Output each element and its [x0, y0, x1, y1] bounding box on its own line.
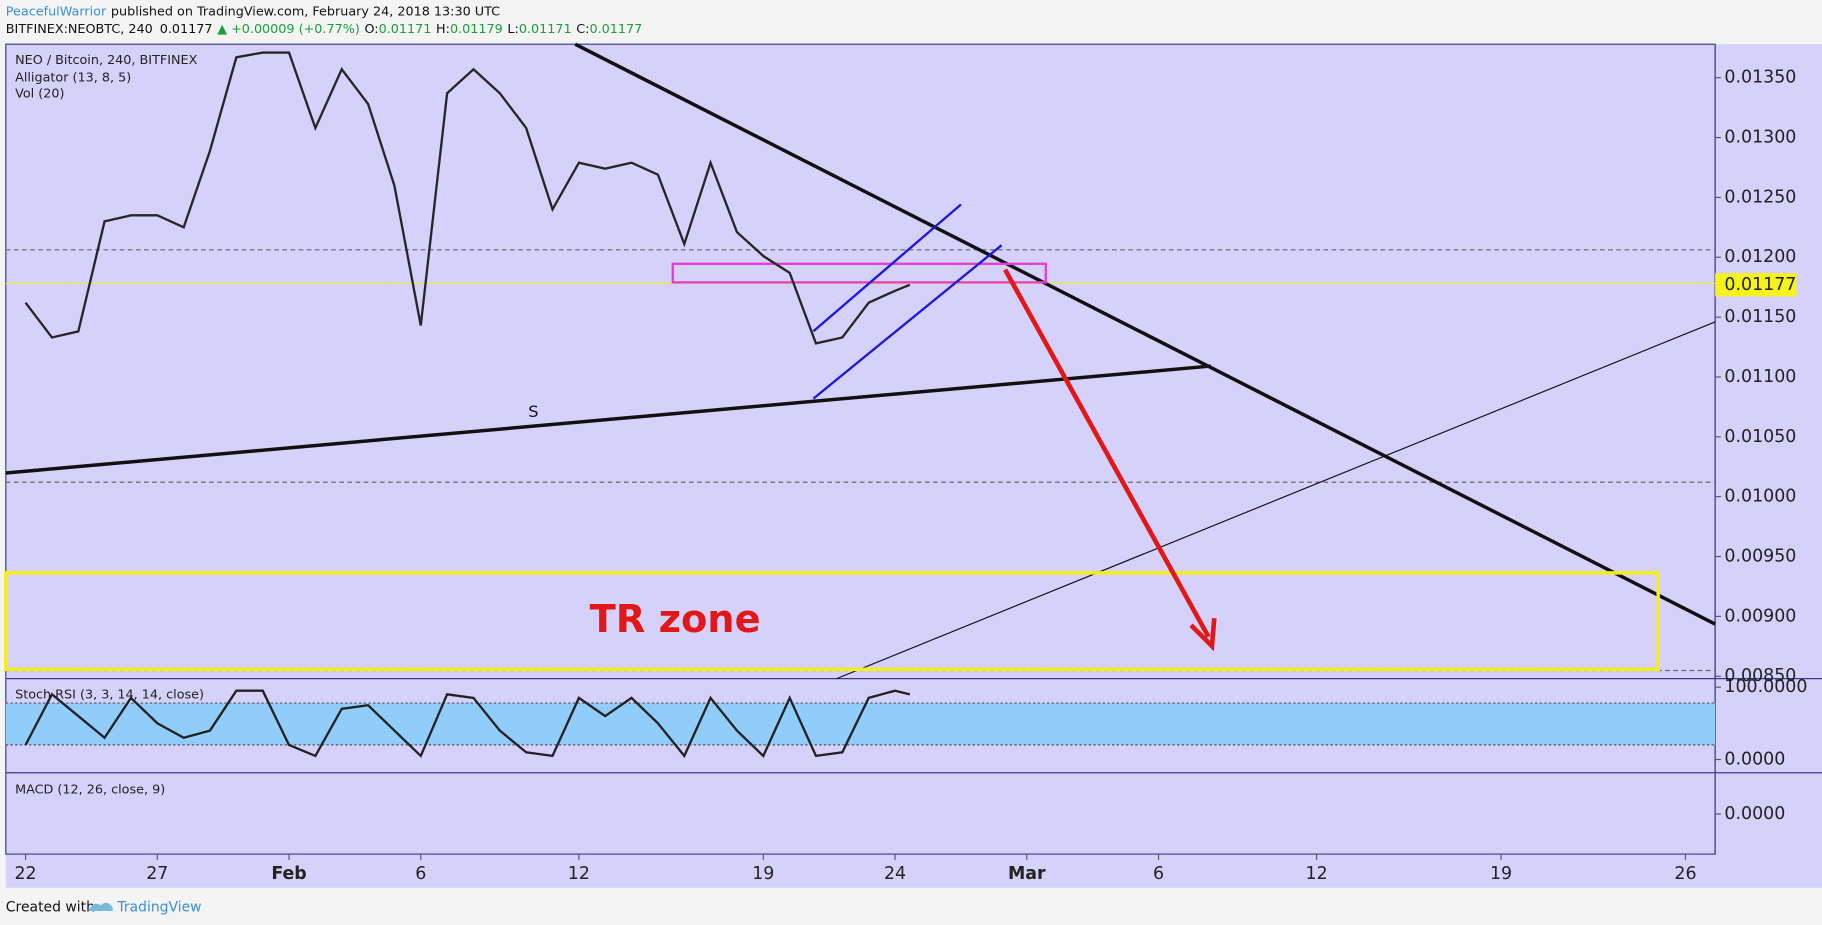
last-price-label: 0.01177 — [1724, 275, 1796, 295]
annotation: TR zone — [590, 597, 761, 642]
legend-title: Stoch RSI (3, 3, 14, 14, close) — [15, 687, 204, 702]
x-tick-label: 12 — [568, 864, 590, 884]
x-tick-label: 12 — [1306, 864, 1328, 884]
legend-title: NEO / Bitcoin, 240, BITFINEX — [15, 53, 197, 68]
ohlc-label: L: — [507, 22, 518, 37]
x-tick-label: 22 — [14, 864, 36, 884]
symbol: BITFINEX:NEOBTC, 240 — [6, 22, 153, 37]
trend-line — [836, 321, 1716, 680]
change: ▲ +0.00009 (+0.77%) — [217, 22, 360, 37]
x-tick-label: 24 — [884, 864, 906, 884]
y-tick-label: 0.01350 — [1724, 68, 1796, 88]
footer-text: Created with — [6, 900, 95, 916]
tr-zone-box — [4, 571, 1660, 672]
x-tick-label: 19 — [1490, 864, 1512, 884]
ohlc-value: 0.01179 — [450, 22, 503, 37]
published: published on TradingView.com, February 2… — [111, 4, 500, 19]
arrow-head — [1189, 618, 1217, 652]
drawings — [4, 42, 1716, 680]
projection-arrow — [1003, 268, 1211, 638]
price-line — [24, 51, 911, 345]
x-tick-label: Feb — [271, 864, 306, 884]
y-tick-label: 0.00850 — [1724, 666, 1796, 686]
y-tick-label: 0.01000 — [1724, 487, 1796, 507]
chart-area — [5, 44, 1822, 888]
footer-brand[interactable]: TradingView — [116, 900, 201, 916]
y-tick-label: 0.01150 — [1724, 307, 1796, 327]
y-tick-label: 0.01200 — [1724, 247, 1796, 267]
annotation: S — [528, 402, 538, 421]
price-line — [24, 689, 911, 759]
ohlc-value: 0.01171 — [379, 22, 432, 37]
header-line: PeacefulWarrior published on TradingView.… — [6, 4, 500, 19]
y-tick-label: 0.00950 — [1724, 547, 1796, 567]
stoch-band — [5, 703, 1716, 745]
y-tick-label: 0.01300 — [1724, 128, 1796, 148]
last-price-box — [1715, 273, 1797, 297]
y-tick-label: 0.01250 — [1724, 187, 1796, 207]
ohlc-value: 0.01171 — [519, 22, 572, 37]
trend-line — [574, 42, 1716, 626]
y-tick-label: 0.01050 — [1724, 427, 1796, 447]
legend-title: MACD (12, 26, close, 9) — [15, 783, 165, 798]
last: 0.01177 — [160, 22, 213, 37]
x-tick-label: 6 — [1153, 864, 1164, 884]
legend-indicator: Vol (20) — [15, 87, 64, 102]
symbol-line: BITFINEX:NEOBTC, 240 0.01177 ▲ +0.00009 (+… — [6, 22, 642, 37]
x-tick-label: 6 — [415, 864, 426, 884]
resistance-box — [671, 262, 1047, 284]
author[interactable]: PeacefulWarrior — [6, 4, 107, 19]
ohlc-label: O: — [364, 22, 378, 37]
trend-line — [5, 364, 1211, 475]
y-tick-label: 100.0000 — [1724, 677, 1807, 697]
x-tick-label: 19 — [752, 864, 774, 884]
y-tick-label: 0.01100 — [1724, 367, 1796, 387]
channel-line — [812, 203, 962, 333]
x-tick-label: 26 — [1674, 864, 1696, 884]
ohlc-value: 0.01177 — [589, 22, 642, 37]
x-tick-label: Mar — [1008, 864, 1046, 884]
legend-indicator: Alligator (13, 8, 5) — [15, 70, 131, 85]
x-tick-label: 27 — [146, 864, 168, 884]
y-tick-label: 0.0000 — [1724, 804, 1785, 824]
ohlc-label: H: — [436, 22, 450, 37]
y-tick-label: 0.00900 — [1724, 606, 1796, 626]
y-tick-label: 0.0000 — [1724, 750, 1785, 770]
ohlc-label: C: — [576, 22, 589, 37]
logo — [88, 902, 113, 912]
channel-line — [812, 244, 1003, 400]
